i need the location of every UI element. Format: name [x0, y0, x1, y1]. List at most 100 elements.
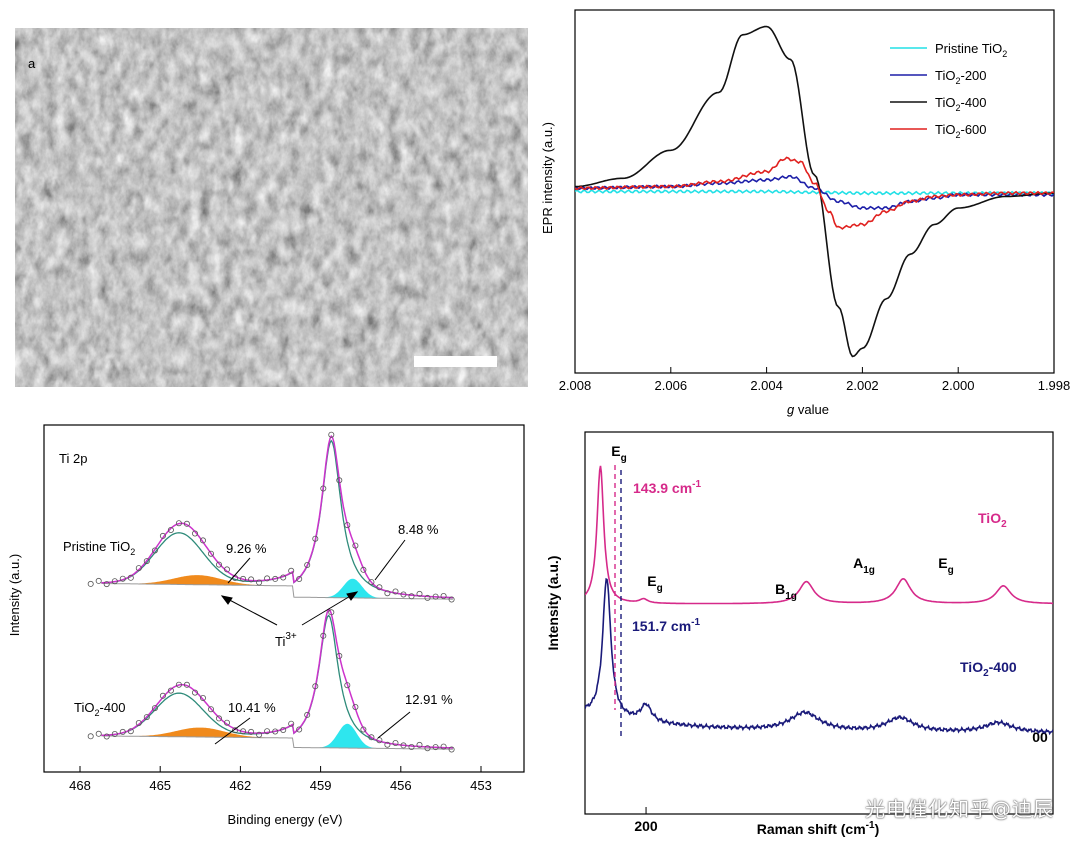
- raman-mode-label: Eg: [647, 573, 662, 594]
- xps-data-point: [207, 706, 214, 713]
- xps-data-point: [448, 596, 455, 603]
- xps-data-point: [352, 704, 359, 711]
- xps-data-point: [87, 733, 94, 740]
- xps-ti3-low-fill: [101, 727, 453, 750]
- epr-line-2: [575, 25, 1054, 358]
- sem-panel-label: a: [28, 56, 36, 71]
- xps-data-point: [119, 575, 126, 582]
- xps-data-point: [248, 728, 255, 735]
- raman-series: [585, 465, 1053, 736]
- xps-data-point: [87, 580, 94, 587]
- xps-data-point: [416, 741, 423, 748]
- epr-x-ticks: 2.008 2.006 2.004 2.002 2.000 1.998: [559, 367, 1070, 393]
- xps-data-point: [232, 727, 239, 734]
- xps-data-point: [143, 558, 150, 565]
- epr-tick-label: 2.000: [942, 378, 975, 393]
- xps-data-point: [167, 527, 174, 534]
- xps-ti4-component: [101, 439, 453, 599]
- xps-data-point: [159, 692, 166, 699]
- xps-arrows: [214, 539, 411, 745]
- epr-line-0: [575, 189, 1054, 196]
- epr-xlabel: g value: [787, 402, 829, 417]
- xps-data-point: [304, 711, 311, 718]
- pct-leader-2: [374, 539, 406, 581]
- pct-leader-4: [377, 711, 411, 739]
- xps-data-point: [119, 728, 126, 735]
- xps-data-point: [400, 742, 407, 749]
- xps-ti3-label: Ti3+: [275, 631, 297, 649]
- xps-data-point: [135, 565, 142, 572]
- xps-data-point: [111, 578, 118, 585]
- raman-peak-label-tio400: 151.7 cm-1: [632, 617, 701, 634]
- epr-legend-label: TiO2-200: [935, 68, 987, 86]
- xps-data-point: [296, 576, 303, 583]
- xps-data-point: [256, 731, 263, 738]
- epr-tick-label: 2.004: [750, 378, 783, 393]
- xps-data-point: [175, 681, 182, 688]
- epr-legend-label: Pristine TiO2: [935, 41, 1007, 59]
- xps-data-point: [240, 575, 247, 582]
- xps-data-point: [127, 728, 134, 735]
- xps-x-ticks: 468 465 462 459 456 453: [69, 766, 492, 793]
- xps-data-point: [368, 734, 375, 741]
- xps-data-point: [143, 714, 150, 721]
- xps-data-point: [256, 579, 263, 586]
- xps-tio400-pct-right: 12.91 %: [405, 692, 453, 707]
- xps-pristine-label: Pristine TiO2: [63, 539, 135, 557]
- xps-tick-label: 456: [390, 778, 412, 793]
- raman-mode-label: B1g: [775, 581, 797, 602]
- xps-data-point: [424, 745, 431, 752]
- raman-mode-labels: Eg Eg B1g A1g Eg: [611, 443, 953, 602]
- xps-data-point: [424, 594, 431, 601]
- xps-data-point: [264, 728, 271, 735]
- xps-data-point: [288, 567, 295, 574]
- xps-data-point: [408, 593, 415, 600]
- scale-bar: [414, 356, 497, 367]
- xps-data-point: [191, 530, 198, 537]
- xps-data-point: [223, 566, 230, 573]
- xps-data-point: [264, 575, 271, 582]
- xps-data-point: [159, 532, 166, 539]
- xps-data-point: [384, 590, 391, 597]
- xps-data-point: [280, 727, 287, 734]
- xps-data-point: [103, 581, 110, 588]
- xps-axes-frame: [43, 424, 525, 773]
- xps-data-point: [384, 741, 391, 748]
- xps-data-point: [151, 705, 158, 712]
- watermark: 光电催化知乎@迪辰: [865, 797, 1054, 821]
- raman-mode-label: A1g: [853, 555, 875, 576]
- epr-ylabel: EPR intensity (a.u.): [540, 122, 555, 234]
- xps-data-point: [167, 687, 174, 694]
- xps-tick-label: 462: [230, 778, 252, 793]
- xps-data-point: [360, 566, 367, 573]
- xps-data-point: [416, 590, 423, 597]
- xps-data-point: [408, 744, 415, 751]
- xps-data-point: [215, 715, 222, 722]
- xps-baseline: [101, 735, 453, 750]
- xps-data-point: [151, 547, 158, 554]
- xps-data-point: [304, 562, 311, 569]
- raman-mode-label: Eg: [938, 555, 953, 576]
- xps-data-point: [312, 535, 319, 542]
- xps-data-point: [199, 695, 206, 702]
- epr-series: [575, 25, 1054, 358]
- raman-line-1: [585, 577, 1053, 736]
- xps-data-point: [288, 720, 295, 727]
- xps-ti3-low-fill: [101, 575, 453, 600]
- epr-legend: Pristine TiO2 TiO2-200 TiO2-400 TiO2-600: [890, 41, 1007, 140]
- xps-data-point: [312, 683, 319, 690]
- xps-data-point: [183, 520, 190, 527]
- xps-title: Ti 2p: [59, 451, 87, 466]
- raman-peak-label-pristine: 143.9 cm-1: [633, 479, 702, 496]
- xps-data-point: [392, 588, 399, 595]
- xps-data-point: [432, 744, 439, 751]
- xps-data-point: [207, 550, 214, 557]
- xps-data-point: [95, 577, 102, 584]
- xps-data-point: [320, 632, 327, 639]
- xps-data-point: [240, 728, 247, 735]
- xps-tick-label: 453: [470, 778, 492, 793]
- xps-data-point: [191, 689, 198, 696]
- ti3-arrow-left: [221, 595, 278, 626]
- xps-data-point: [223, 719, 230, 726]
- xps-data-point: [111, 731, 118, 738]
